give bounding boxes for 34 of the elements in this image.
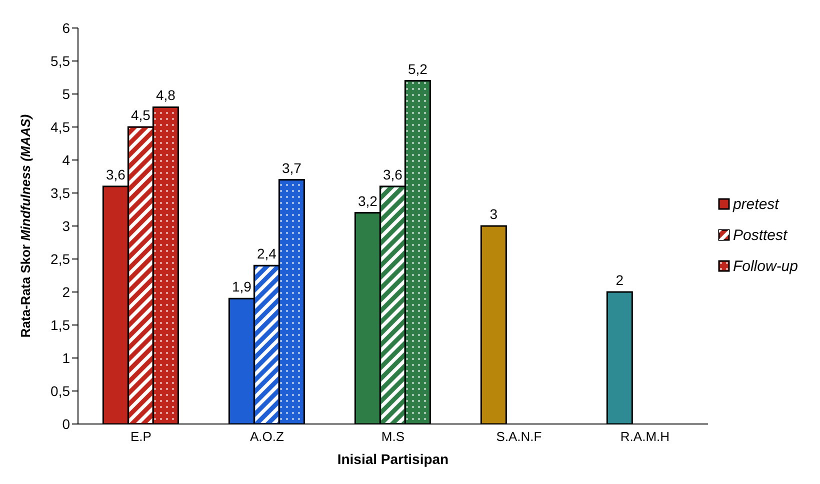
data-label: 3,7 <box>282 160 302 176</box>
data-label: 1,9 <box>232 278 252 295</box>
legend-label: pretest <box>732 196 779 212</box>
legend-label: Follow-up <box>732 258 798 274</box>
data-label: 2,4 <box>256 246 277 262</box>
y-tick-label: 2 <box>62 284 70 300</box>
data-label: 4,5 <box>130 107 151 123</box>
x-tick-label: E.P <box>130 429 152 444</box>
x-tick-label: A.O.Z <box>250 429 284 444</box>
data-label: 4,8 <box>156 87 176 104</box>
y-tick-label: 5,5 <box>50 52 70 69</box>
y-tick-label: 0,5 <box>50 382 70 399</box>
data-label: 3 <box>490 206 498 222</box>
y-tick-label: 0 <box>62 416 70 432</box>
y-tick-label: 3,5 <box>50 184 70 201</box>
x-axis-title: Inisial Partisipan <box>337 450 449 467</box>
x-tick-label: M.S <box>381 429 405 444</box>
y-tick-label: 5 <box>62 86 70 102</box>
y-tick-label: 4,5 <box>50 118 70 135</box>
data-label: 2 <box>616 272 624 288</box>
y-tick-label: 4 <box>62 152 70 168</box>
data-label: 3,6 <box>382 166 403 182</box>
y-tick-label: 1 <box>62 350 70 366</box>
x-tick-label: R.A.M.H <box>620 429 670 444</box>
data-label: 3,6 <box>106 166 126 182</box>
legend-label: Posttest <box>732 226 788 244</box>
y-tick-label: 1,5 <box>50 316 70 333</box>
x-tick-label: S.A.N.F <box>496 429 542 444</box>
data-label: 5,2 <box>408 60 428 77</box>
y-tick-label: 3 <box>62 218 70 234</box>
y-tick-label: 6 <box>62 20 70 36</box>
y-axis-title: Rata-Rata Skor Mindfulness (MAAS) <box>18 114 33 338</box>
data-label: 3,2 <box>358 192 378 209</box>
y-tick-label: 2,5 <box>50 250 70 267</box>
